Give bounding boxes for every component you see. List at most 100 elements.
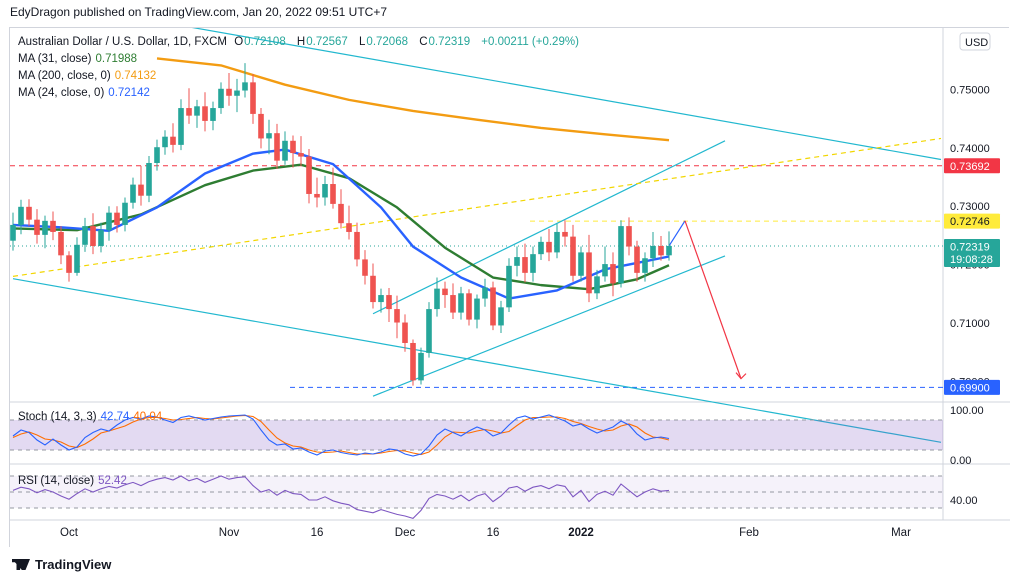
time-tick-label: Mar bbox=[891, 527, 911, 539]
price-label-box bbox=[944, 158, 1000, 174]
stoch-band bbox=[10, 420, 943, 450]
ma24-label: MA (24, close, 0) bbox=[18, 87, 105, 99]
candle-body bbox=[122, 202, 128, 225]
price-chart[interactable]: 0.750000.740000.730000.720000.710000.700… bbox=[10, 28, 1010, 548]
projection-arrowhead bbox=[735, 372, 747, 380]
candle-body bbox=[386, 295, 392, 310]
candle-body bbox=[82, 226, 88, 245]
candle-body bbox=[306, 156, 312, 194]
ohlc-close: 0.72319 bbox=[428, 36, 471, 48]
price-tick-label: 0.73000 bbox=[950, 201, 990, 213]
currency-label: USD bbox=[965, 37, 988, 49]
price-label-countdown: 19:08:28 bbox=[950, 254, 993, 266]
candle-body bbox=[258, 113, 264, 139]
candle-body bbox=[186, 108, 192, 116]
price-label-value: 0.73692 bbox=[950, 161, 990, 173]
candle-body bbox=[458, 293, 464, 313]
candle-body bbox=[114, 212, 120, 225]
candle-body bbox=[546, 241, 552, 253]
candle-body bbox=[154, 147, 160, 163]
stoch-legend[interactable]: Stoch (14, 3, 3) 42.74 40.04 bbox=[18, 411, 166, 423]
time-tick-label: Nov bbox=[219, 527, 240, 539]
candle-body bbox=[162, 136, 168, 148]
price-label-box bbox=[944, 213, 1000, 229]
uptrend-channel-line bbox=[372, 255, 726, 397]
downtrend-channel-line bbox=[191, 28, 942, 161]
candle-body bbox=[194, 106, 200, 116]
candle-body bbox=[34, 219, 40, 235]
stoch-k-line bbox=[12, 414, 670, 457]
footer-brand: TradingView bbox=[35, 557, 112, 572]
candle-body bbox=[506, 265, 512, 308]
candle-body bbox=[266, 133, 272, 139]
publisher-header: EdyDragon published on TradingView.com, … bbox=[10, 5, 388, 19]
price-label-box bbox=[944, 379, 1000, 395]
candle-body bbox=[562, 231, 568, 237]
price-label-box bbox=[944, 239, 1000, 268]
candle-body bbox=[666, 245, 672, 256]
candle-body bbox=[442, 288, 448, 296]
candle-body bbox=[274, 133, 280, 161]
candle-body bbox=[282, 140, 288, 161]
candle-body bbox=[610, 264, 616, 284]
stoch-label: Stoch (14, 3, 3) bbox=[18, 411, 97, 423]
candle-body bbox=[50, 220, 56, 232]
candle-body bbox=[626, 226, 632, 247]
ma31-label: MA (31, close) bbox=[18, 53, 92, 65]
candle-body bbox=[378, 295, 384, 303]
ohlc-high-label: H bbox=[296, 36, 306, 48]
price-label-value: 0.72319 bbox=[950, 242, 990, 254]
candle-body bbox=[210, 108, 216, 121]
projection-up-line bbox=[668, 220, 686, 247]
tradingview-logo-icon bbox=[12, 559, 30, 570]
candle-body bbox=[466, 293, 472, 320]
ohlc-open-label: O bbox=[234, 36, 244, 48]
ohlc-close-label: C bbox=[419, 36, 428, 48]
chart-frame: 0.750000.740000.730000.720000.710000.700… bbox=[9, 27, 1010, 548]
candle-body bbox=[530, 254, 536, 273]
candle-body bbox=[242, 82, 248, 91]
time-tick-label: 16 bbox=[311, 527, 324, 539]
stoch-k-value: 42.74 bbox=[100, 411, 130, 423]
rsi-line bbox=[12, 475, 670, 520]
symbol-name[interactable]: Australian Dollar / U.S. Dollar, 1D, FXC… bbox=[18, 36, 227, 48]
ohlc-low-label: L bbox=[359, 36, 366, 48]
ma200-legend[interactable]: MA (200, close, 0) 0.74132 bbox=[18, 70, 160, 82]
candle-body bbox=[330, 184, 336, 204]
rsi-label: RSI (14, close) bbox=[18, 475, 95, 487]
ma24-value: 0.72142 bbox=[108, 87, 150, 99]
candle-body bbox=[130, 184, 136, 203]
candle-body bbox=[170, 136, 176, 145]
candle-body bbox=[426, 309, 432, 353]
rsi-legend[interactable]: RSI (14, close) 52.42 bbox=[18, 475, 131, 487]
downtrend-channel-line bbox=[12, 278, 942, 443]
candle-body bbox=[642, 258, 648, 273]
candle-body bbox=[554, 231, 560, 253]
time-tick-label: 2022 bbox=[568, 527, 594, 539]
ma31-legend[interactable]: MA (31, close) 0.71988 bbox=[18, 53, 141, 65]
candle-body bbox=[418, 352, 424, 381]
rsi-tick-label: 40.00 bbox=[950, 495, 978, 507]
candle-body bbox=[618, 226, 624, 284]
candle-body bbox=[354, 231, 360, 260]
candle-body bbox=[18, 206, 24, 225]
candle-body bbox=[322, 184, 328, 198]
tradingview-footer: TradingView bbox=[12, 557, 111, 572]
candle-body bbox=[402, 322, 408, 343]
candle-body bbox=[298, 153, 304, 157]
symbol-legend: Australian Dollar / U.S. Dollar, 1D, FXC… bbox=[18, 36, 583, 48]
ma31-value: 0.71988 bbox=[95, 53, 138, 65]
ma24-legend[interactable]: MA (24, close, 0) 0.72142 bbox=[18, 87, 154, 99]
ohlc-high: 0.72567 bbox=[306, 36, 348, 48]
ma200-label: MA (200, close, 0) bbox=[18, 70, 111, 82]
candle-body bbox=[42, 220, 48, 235]
candle-body bbox=[394, 309, 400, 323]
candle-body bbox=[146, 162, 152, 196]
candle-body bbox=[498, 307, 504, 326]
candle-body bbox=[594, 276, 600, 294]
candle-body bbox=[10, 224, 16, 241]
candle-body bbox=[346, 223, 352, 232]
price-label-value: 0.69900 bbox=[950, 382, 990, 394]
uptrend-channel-line bbox=[372, 140, 726, 315]
candle-body bbox=[26, 206, 32, 220]
